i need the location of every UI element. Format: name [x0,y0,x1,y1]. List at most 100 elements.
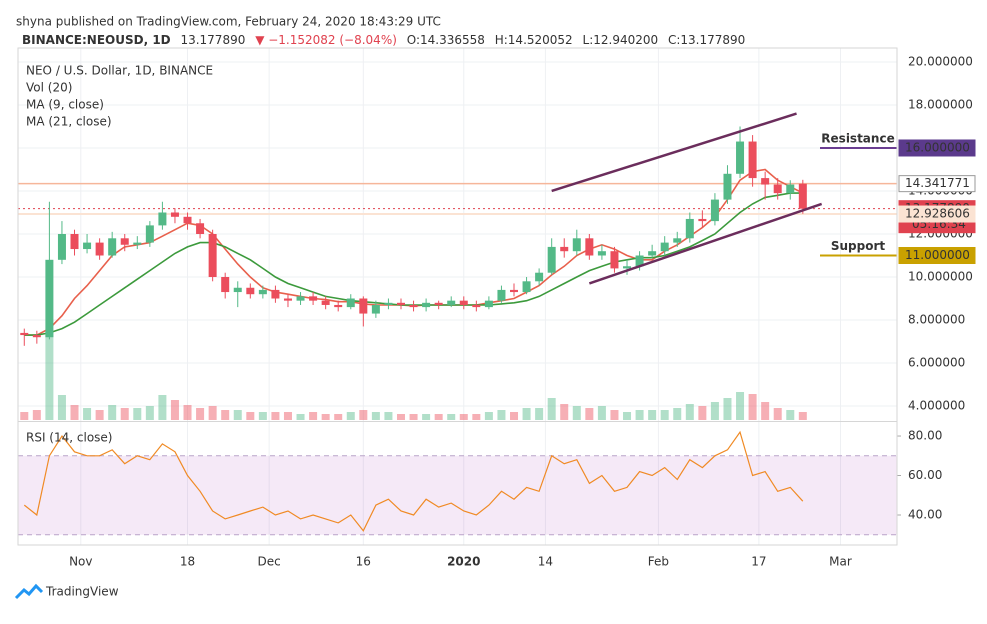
rsi-band [18,455,897,535]
candle-body [384,302,393,305]
x-tick-label: 18 [180,555,195,569]
candle-body [108,238,117,256]
x-tick-label: Mar [829,555,852,569]
candle-body [510,289,519,293]
volume-bar [710,402,719,420]
candle-body [572,238,581,252]
volume-bar [786,410,795,420]
volume-bar [95,410,104,420]
volume-bar [535,408,544,420]
volume-bar [459,414,468,420]
candle-body [271,289,280,299]
volume-bar [83,408,92,420]
candle-body [196,223,205,234]
volume-bar [346,412,355,420]
candle-body [484,300,493,308]
candle-body [246,287,255,295]
y-tick-label: 18.000000 [908,97,973,111]
volume-bar [158,395,167,420]
last-price: 13.177890 [180,33,245,47]
volume-bar [673,408,682,420]
x-tick-label: Feb [648,555,669,569]
price-label-box [898,175,976,193]
volume-bar [648,410,657,420]
volume-bar [547,398,556,420]
price-label: 14.341771 [905,176,970,190]
ohlc-high: H:14.520052 [495,33,573,47]
candle-body [145,225,154,243]
candle-body [158,212,167,226]
price-label: 16.000000 [905,140,970,154]
volume-bar [20,412,29,420]
price-label-box [898,205,976,223]
symbol: BINANCE:NEOUSD, 1D [22,33,171,47]
level-label: Support [831,239,886,253]
candle-body [221,277,230,293]
volume-bar [798,412,807,420]
candle-body [585,238,594,256]
price-label: 12.928606 [905,207,970,221]
candle-body [133,242,142,245]
candle-body [673,238,682,243]
volume-bar [70,405,79,420]
channel-line [551,112,797,193]
candle-body [296,296,305,301]
publisher: shyna published on TradingView.com, Febr… [16,15,441,29]
volume-bar [597,406,606,420]
candle-body [20,332,29,336]
candle-body [409,304,418,308]
volume-bar [283,412,292,420]
candle-body [434,302,443,305]
candle-body [422,302,431,308]
candle-body [773,184,782,194]
candle-body [736,141,745,174]
volume-bar [32,410,41,420]
candle-body [685,218,694,239]
candle-body [57,234,66,260]
volume-bar [371,412,380,420]
price-label-box [898,247,976,265]
volume-bar [271,412,280,420]
legend-text: MA (21, close) [26,115,112,129]
volume-bar [623,412,632,420]
candle-body [597,251,606,256]
candle-body [95,242,104,256]
x-tick-label: 16 [356,555,371,569]
volume-bar [321,414,330,420]
candle-body [334,304,343,308]
volume-bar [57,395,66,420]
candle-body [723,173,732,200]
candle-body [522,281,531,293]
candle-body [710,199,719,222]
volume-bar [45,332,54,420]
volume-bar [773,408,782,420]
rsi-tick-label: 60.00 [908,468,942,482]
footer-brand: TradingView [45,585,119,599]
channel-line [588,202,823,285]
volume-bar [748,394,757,420]
volume-bar [698,406,707,420]
volume-bar [145,406,154,420]
candle-body [371,304,380,314]
candle-body [660,242,669,252]
volume-bar [258,412,267,420]
candle-body [560,246,569,252]
candle-body [648,251,657,256]
legend-text: NEO / U.S. Dollar, 1D, BINANCE [26,64,213,78]
candle-body [183,216,192,224]
volume-bar [422,414,431,420]
candle-body [786,184,795,194]
volume-bar [434,414,443,420]
candle-body [459,300,468,305]
legend-text: Vol (20) [26,81,72,95]
candle-body [45,259,54,338]
volume-bar [108,405,117,420]
legend-text: MA (9, close) [26,98,104,112]
rsi-label: RSI (14, close) [26,431,112,445]
candle-body [258,289,267,295]
rsi-tick-label: 80.00 [908,429,942,443]
candle-body [396,302,405,305]
volume-bar [170,400,179,420]
volume-bar [120,408,129,420]
